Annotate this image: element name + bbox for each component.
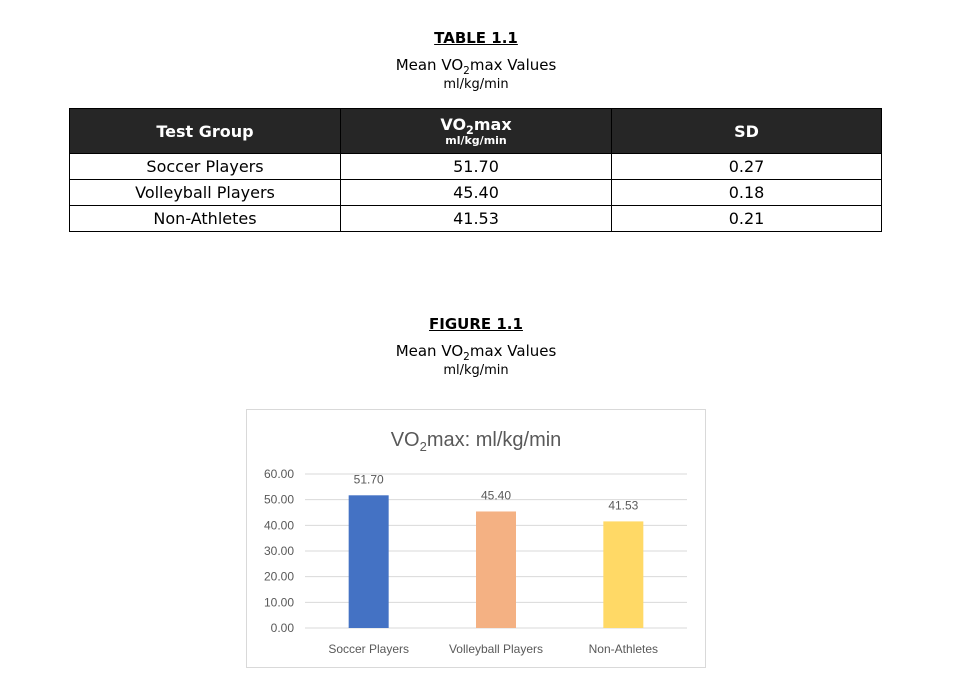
figure-units: ml/kg/min	[443, 363, 509, 378]
column-header-vo2max: VO2max ml/kg/min	[340, 108, 612, 154]
y-axis-tick-labels: 0.00 10.00 20.00 30.00 40.00 50.00 60.00	[264, 467, 294, 635]
vo2max-bar-chart: VO2max: ml/kg/min 0.00 10.00 20.00 30.00 40.…	[246, 409, 706, 668]
table-caption: TABLE 1.1 Mean VO2max Values ml/kg/min	[0, 28, 952, 94]
figure-caption: FIGURE 1.1 Mean VO2max Values ml/kg/min	[0, 314, 952, 380]
column-header-test-group: Test Group	[69, 108, 341, 154]
cell-group: Soccer Players	[69, 153, 341, 180]
cell-sd: 0.18	[611, 179, 882, 206]
column-header-sd: SD	[611, 108, 882, 154]
y-tick-label: 40.00	[264, 518, 294, 532]
data-label: 45.40	[481, 488, 511, 502]
data-label: 51.70	[354, 472, 384, 486]
x-tick-label: Soccer Players	[328, 642, 409, 656]
table-header-row: Test Group VO2max ml/kg/min SD	[69, 108, 882, 154]
y-tick-label: 50.00	[264, 493, 294, 507]
data-label: 41.53	[608, 498, 638, 512]
bar-non-athletes	[603, 521, 644, 628]
y-tick-label: 30.00	[264, 544, 294, 558]
y-tick-label: 20.00	[264, 570, 294, 584]
y-tick-label: 60.00	[264, 467, 294, 481]
cell-vo2max: 41.53	[340, 205, 612, 232]
table-row: Volleyball Players 45.40 0.18	[69, 179, 882, 206]
figure-heading: FIGURE 1.1	[429, 315, 523, 333]
y-tick-label: 0.00	[271, 621, 295, 635]
x-tick-label: Volleyball Players	[449, 642, 543, 656]
bars	[348, 495, 644, 628]
cell-vo2max: 51.70	[340, 153, 612, 180]
figure-title: Mean VO2max Values	[395, 342, 557, 363]
vo2max-table: Test Group VO2max ml/kg/min SD Soccer Pl…	[69, 108, 882, 232]
table-row: Non-Athletes 41.53 0.21	[69, 205, 882, 232]
data-labels: 51.70 45.40 41.53	[354, 472, 639, 512]
cell-sd: 0.27	[611, 153, 882, 180]
cell-group: Volleyball Players	[69, 179, 341, 206]
chart-canvas: VO2max: ml/kg/min 0.00 10.00 20.00 30.00 40.…	[264, 429, 687, 656]
cell-vo2max: 45.40	[340, 179, 612, 206]
table-heading: TABLE 1.1	[434, 29, 518, 47]
bar-soccer-players	[348, 495, 389, 628]
x-axis-tick-labels: Soccer Players Volleyball Players Non-Athl…	[328, 642, 658, 656]
table-title: Mean VO2max Values	[395, 56, 557, 77]
table-units: ml/kg/min	[443, 77, 509, 92]
table-row: Soccer Players 51.70 0.27	[69, 153, 882, 180]
cell-group: Non-Athletes	[69, 205, 341, 232]
y-tick-label: 10.00	[264, 595, 294, 609]
x-tick-label: Non-Athletes	[589, 642, 658, 656]
bar-volleyball-players	[476, 511, 516, 628]
chart-title: VO2max: ml/kg/min	[391, 429, 562, 454]
cell-sd: 0.21	[611, 205, 882, 232]
